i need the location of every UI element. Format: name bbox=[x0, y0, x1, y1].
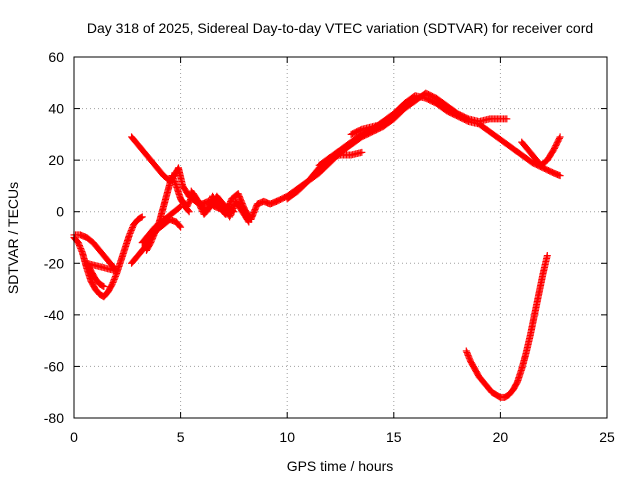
y-tick-label: -80 bbox=[44, 410, 64, 426]
data-point-segment-low-curve bbox=[147, 239, 155, 247]
data-point-segment-rise-c bbox=[358, 148, 366, 156]
plot-frame bbox=[73, 56, 608, 419]
x-tick-label: 0 bbox=[70, 429, 78, 445]
data-point-segment-early-dip bbox=[109, 278, 117, 286]
data-point-segment-low-curve bbox=[169, 173, 177, 181]
y-tick-label: 20 bbox=[48, 152, 64, 168]
x-axis-label: GPS time / hours bbox=[287, 458, 394, 474]
x-tick-label: 5 bbox=[177, 429, 185, 445]
data-point-segment-early-dip bbox=[127, 228, 135, 236]
data-point-segment-early-dip bbox=[128, 225, 136, 233]
data-point-segment-low-curve bbox=[154, 221, 162, 229]
data-point-segment-early-dip bbox=[137, 214, 145, 222]
data-point-segment-low-curve bbox=[169, 175, 177, 183]
data-point-segment-low-curve bbox=[152, 225, 160, 233]
data-point-segment-rise-d bbox=[388, 116, 396, 124]
data-point-segment-late-trough bbox=[464, 351, 472, 359]
y-tick-label: 40 bbox=[48, 101, 64, 117]
data-point-segment-late-trough bbox=[463, 348, 471, 356]
data-point-segment-early-dip bbox=[110, 277, 118, 285]
x-tick-label: 10 bbox=[279, 429, 295, 445]
data-point-segment-low-curve bbox=[171, 179, 179, 187]
x-tick-label: 25 bbox=[599, 429, 615, 445]
data-point-segment-early-band bbox=[99, 282, 107, 290]
data-point-segment-early-dip bbox=[111, 274, 119, 282]
data-point-segment-early-dip bbox=[127, 227, 135, 235]
chart-title: Day 318 of 2025, Sidereal Day-to-day VTE… bbox=[87, 20, 593, 36]
data-point-segment-low-curve bbox=[171, 178, 179, 186]
data-point-segment-ramp-a bbox=[177, 223, 185, 231]
data-point-segment-low-curve bbox=[149, 233, 157, 241]
data-point-segment-rise-d bbox=[390, 115, 398, 123]
data-point-segment-late-trough bbox=[462, 347, 470, 355]
data-point-segment-low-curve bbox=[150, 231, 158, 239]
data-point-segment-early-dip bbox=[75, 240, 83, 248]
data-point-segment-low-curve bbox=[152, 227, 160, 235]
data-point-segment-early-dip bbox=[125, 231, 133, 239]
data-point-segment-low-curve bbox=[153, 224, 161, 232]
data-point-segment-rise-a bbox=[556, 172, 564, 180]
data-point-segment-low-curve bbox=[185, 208, 193, 216]
data-point-segment-mid-cluster-b bbox=[244, 217, 252, 225]
y-axis-label: SDTVAR / TECUs bbox=[5, 182, 21, 294]
data-point-segment-ramp-b bbox=[176, 203, 184, 211]
data-point-segment-late-branch bbox=[555, 134, 563, 142]
data-marks bbox=[70, 89, 564, 401]
axis-ticks: 0 5 10 15 20 25 -80 -60 -40 -20 0 20 40 60 bbox=[44, 49, 615, 445]
data-point-segment-early-dip bbox=[110, 275, 118, 283]
data-point-segment-low-curve bbox=[168, 172, 176, 180]
data-point-segment-early-band bbox=[100, 282, 108, 290]
data-point-segment-early-dip bbox=[77, 245, 85, 253]
data-point-segment-late-trough bbox=[465, 354, 473, 362]
data-point-segment-rise-b bbox=[503, 115, 511, 123]
data-point-segment-early-dip bbox=[126, 229, 134, 237]
data-point-segment-early-dip bbox=[138, 213, 146, 221]
data-point-segment-low-curve bbox=[170, 176, 178, 184]
y-tick-label: -20 bbox=[44, 255, 64, 271]
data-point-segment-early-dip bbox=[75, 242, 83, 250]
y-tick-label: -40 bbox=[44, 307, 64, 323]
data-point-segment-low-curve bbox=[149, 234, 157, 242]
data-point-segment-low-curve bbox=[148, 236, 156, 244]
data-point-segment-mid-cluster-b bbox=[245, 218, 253, 226]
data-point-segment-early-dip bbox=[74, 239, 82, 247]
x-tick-label: 15 bbox=[386, 429, 402, 445]
data-point-segment-low-curve bbox=[153, 222, 161, 230]
data-point-segment-early-dip bbox=[77, 246, 85, 254]
data-point-segment-early-dip bbox=[108, 280, 116, 288]
data-point-segment-low-curve bbox=[150, 230, 158, 238]
data-point-segment-early-dip bbox=[76, 243, 84, 251]
data-point-segment-early-dip bbox=[128, 224, 136, 232]
y-tick-label: 0 bbox=[56, 204, 64, 220]
y-tick-label: -60 bbox=[44, 358, 64, 374]
x-tick-label: 20 bbox=[493, 429, 509, 445]
data-point-segment-late-trough bbox=[543, 252, 551, 260]
data-point-segment-late-trough bbox=[464, 350, 472, 358]
data-point-segment-early-dip bbox=[111, 273, 119, 281]
data-point-segment-ramp-a bbox=[176, 222, 184, 230]
data-point-segment-low-curve bbox=[147, 237, 155, 245]
data-point-segment-late-trough bbox=[465, 353, 473, 361]
data-point-segment-late-branch bbox=[556, 133, 564, 141]
data-point-segment-low-curve bbox=[151, 228, 159, 236]
y-tick-label: 60 bbox=[48, 49, 64, 65]
